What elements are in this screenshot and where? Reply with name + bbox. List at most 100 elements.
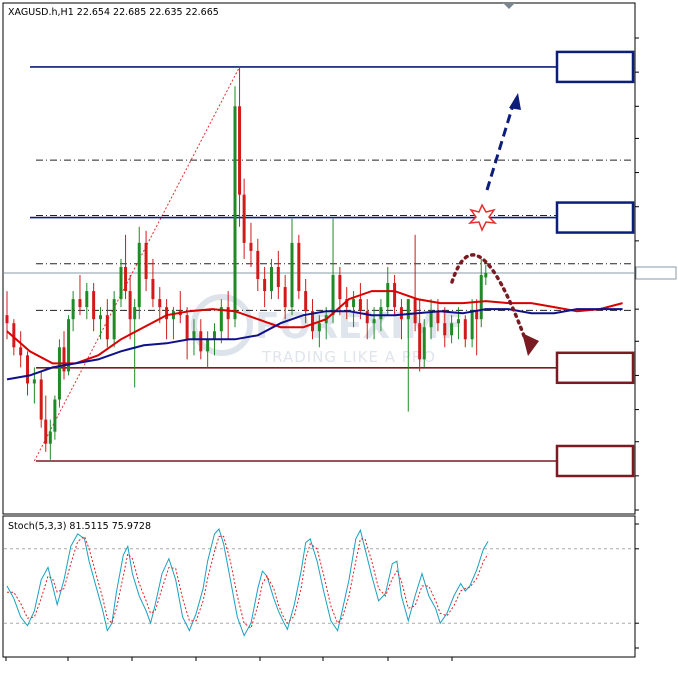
candle-body [331,275,335,316]
candle-body [242,194,246,243]
bearish-scenario-arrow [450,253,526,338]
candle-body [372,319,376,324]
candle-body [263,279,267,292]
candle-body [62,347,66,372]
candle-body [171,311,175,320]
bullish-arrow-head-icon [509,93,521,110]
main-chart-frame [2,2,636,515]
candle-body [256,250,260,280]
candle-body [144,242,148,280]
candle-body [105,315,109,340]
candle-body [422,327,426,360]
current-price-marker [635,266,677,280]
candle-body [92,291,96,320]
candle-body [219,307,223,332]
candle-body [67,319,71,372]
breakout-burst-icon [467,203,498,232]
price-level-box [555,444,635,478]
stochastic-header: Stoch(5,3,3) 81.5115 75.9728 [8,521,151,532]
candle-body [112,299,116,340]
candle-body [450,323,454,336]
time-axis [5,657,453,661]
candle-body [57,347,61,400]
candle-body [338,275,342,300]
stochastic-signal-line [7,535,489,630]
candle-body [48,431,52,444]
candle-body [85,291,89,308]
candle-body [484,272,488,278]
candle-body [53,399,57,432]
candle-body [192,331,196,340]
price-level-box [555,50,635,84]
main-chart-header: XAGUSD.h,H1 22.654 22.685 22.635 22.665 [8,7,219,18]
stochastic-main-line [6,528,489,637]
candle-body [379,307,383,320]
candle-body [413,299,417,324]
candle-body [238,106,242,195]
candle-body [12,323,16,348]
candle-body [470,311,474,340]
price-axis [635,37,677,511]
candle-body [418,323,422,360]
candle-body [352,299,356,308]
candle-body [429,311,433,328]
candle-body [26,355,30,384]
candle-body [393,283,397,308]
candle-body [133,307,137,320]
candle-body [5,315,9,324]
candle-body [137,242,141,308]
level-label-boxes [555,50,635,478]
candle-body [44,419,48,444]
candle-body [226,307,230,320]
candle-body [78,299,82,308]
candle-body [165,307,169,320]
candle-body [32,379,36,384]
candle-body [249,242,253,251]
candle-body [297,242,301,292]
moving-average-line [6,290,623,365]
candle-body [290,242,294,308]
candle-body [345,299,349,308]
stochastic-frame [2,515,636,658]
candle-body [128,291,132,320]
candle-body [358,299,362,312]
stochastic-axis [635,523,639,649]
candle-body [206,339,210,352]
candle-body [311,311,315,332]
stochastic-panel [4,528,634,637]
candle-body [479,275,483,320]
candle-body [456,319,460,324]
candle-body [212,331,216,340]
candlestick-series [5,66,488,460]
price-grid-lines [4,66,634,462]
price-levels [30,66,556,462]
candle-body [185,315,189,340]
watermark-tagline: TRADING LIKE A PRO [261,348,436,366]
candle-body [406,299,410,320]
candle-body [151,279,155,300]
candle-body [124,266,128,292]
candle-body [399,307,403,320]
candle-body [436,311,440,324]
moving-averages [6,290,623,381]
candle-body [283,287,287,308]
price-level-box [555,351,635,385]
candle-body [119,266,123,300]
candle-body [475,311,479,320]
candle-body [304,291,308,312]
scroll-shift-marker-icon[interactable] [503,3,515,9]
candle-body [199,331,203,352]
bearish-arrow-head-icon [522,333,539,356]
candle-body [233,106,237,320]
price-level-box [555,201,635,234]
candle-body [443,323,447,336]
bullish-scenario-arrow [485,104,515,191]
candle-body [463,319,467,340]
candle-body [269,266,273,292]
candle-body [365,311,369,324]
candle-body [71,299,75,320]
candle-body [276,266,280,288]
candle-body [317,323,321,332]
candle-body [39,379,43,420]
